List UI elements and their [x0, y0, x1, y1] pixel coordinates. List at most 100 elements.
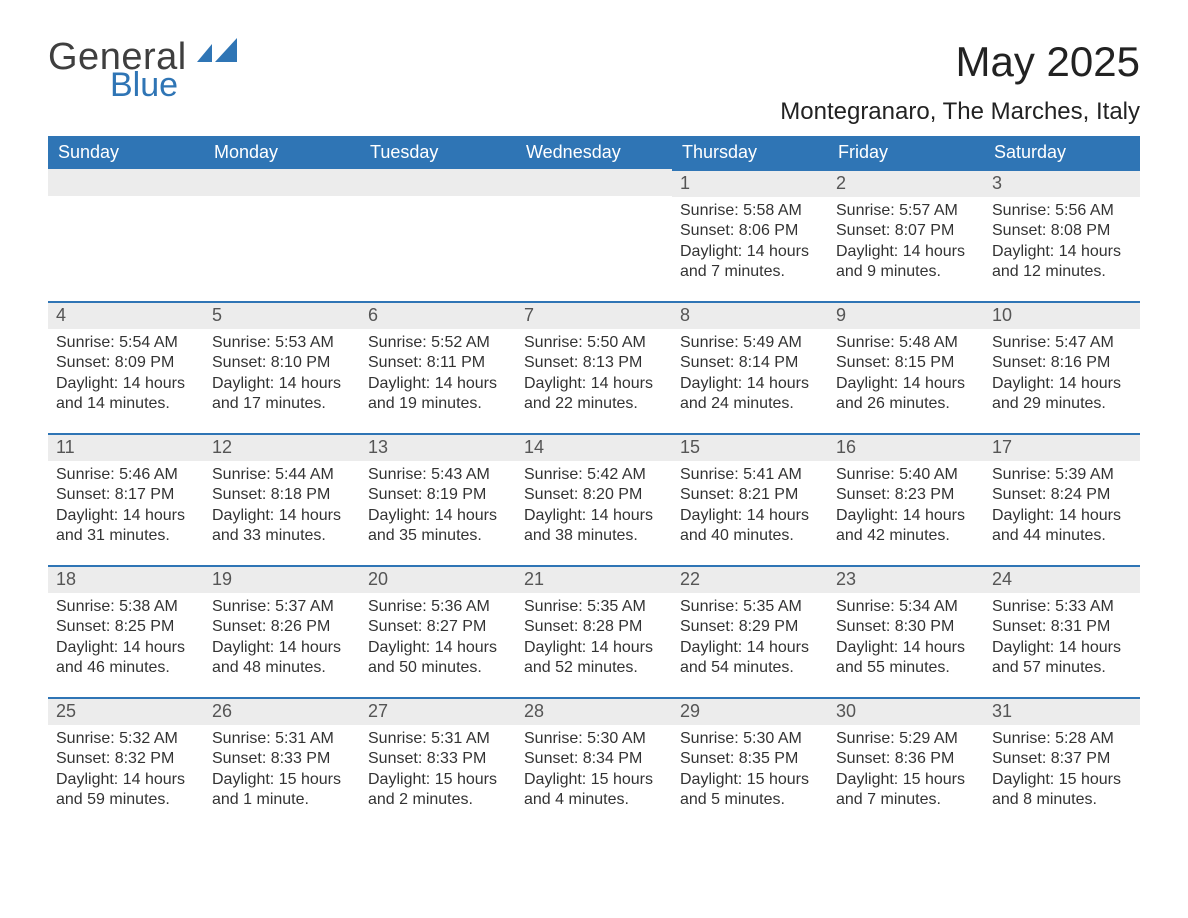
day-number: 7: [516, 301, 672, 329]
day-details: Sunrise: 5:37 AMSunset: 8:26 PMDaylight:…: [204, 593, 360, 683]
calendar-day-cell: 4 Sunrise: 5:54 AMSunset: 8:09 PMDaylight…: [48, 301, 204, 433]
daylight-text: Daylight: 14 hours and 46 minutes.: [56, 638, 196, 679]
calendar-day-cell: 1Sunrise: 5:58 AMSunset: 8:06 PMDaylight…: [672, 169, 828, 301]
sunrise-text: Sunrise: 5:38 AM: [56, 597, 196, 617]
sunset-text: Sunset: 8:21 PM: [680, 485, 820, 505]
calendar-week-row: 1Sunrise: 5:58 AMSunset: 8:06 PMDaylight…: [48, 169, 1140, 301]
day-number: 29: [672, 697, 828, 725]
sunrise-text: Sunrise: 5:33 AM: [992, 597, 1132, 617]
sunset-text: Sunset: 8:14 PM: [680, 353, 820, 373]
day-number: 20: [360, 565, 516, 593]
location-subtitle: Montegranaro, The Marches, Italy: [780, 98, 1140, 126]
calendar-day-cell: 22Sunrise: 5:35 AMSunset: 8:29 PMDayligh…: [672, 565, 828, 697]
daylight-text: Daylight: 14 hours and 44 minutes.: [992, 506, 1132, 547]
day-number: 16: [828, 433, 984, 461]
calendar-day-cell: 29Sunrise: 5:30 AMSunset: 8:35 PMDayligh…: [672, 697, 828, 829]
day-details: Sunrise: 5:38 AMSunset: 8:25 PMDaylight:…: [48, 593, 204, 683]
day-details: Sunrise: 5:57 AMSunset: 8:07 PMDaylight:…: [828, 197, 984, 287]
sunrise-text: Sunrise: 5:42 AM: [524, 465, 664, 485]
day-number: 31: [984, 697, 1140, 725]
daylight-text: Daylight: 14 hours and 26 minutes.: [836, 374, 976, 415]
sunset-text: Sunset: 8:24 PM: [992, 485, 1132, 505]
daylight-text: Daylight: 14 hours and 42 minutes.: [836, 506, 976, 547]
calendar-day-cell: 31Sunrise: 5:28 AMSunset: 8:37 PMDayligh…: [984, 697, 1140, 829]
day-details: Sunrise: 5:41 AMSunset: 8:21 PMDaylight:…: [672, 461, 828, 551]
calendar-day-cell: [204, 169, 360, 301]
calendar-day-cell: 20Sunrise: 5:36 AMSunset: 8:27 PMDayligh…: [360, 565, 516, 697]
calendar-week-row: 11Sunrise: 5:46 AMSunset: 8:17 PMDayligh…: [48, 433, 1140, 565]
day-details: Sunrise: 5:49 AMSunset: 8:14 PMDaylight:…: [672, 329, 828, 419]
sunrise-text: Sunrise: 5:32 AM: [56, 729, 196, 749]
sunset-text: Sunset: 8:17 PM: [56, 485, 196, 505]
day-number: 22: [672, 565, 828, 593]
weekday-header: Wednesday: [516, 136, 672, 169]
daylight-text: Daylight: 15 hours and 5 minutes.: [680, 770, 820, 811]
day-details: Sunrise: 5:58 AMSunset: 8:06 PMDaylight:…: [672, 197, 828, 287]
day-number: 19: [204, 565, 360, 593]
logo-sail-icon: [197, 38, 241, 68]
sunrise-text: Sunrise: 5:47 AM: [992, 333, 1132, 353]
daylight-text: Daylight: 14 hours and 38 minutes.: [524, 506, 664, 547]
day-number: 15: [672, 433, 828, 461]
sunset-text: Sunset: 8:25 PM: [56, 617, 196, 637]
daylight-text: Daylight: 14 hours and 29 minutes.: [992, 374, 1132, 415]
sunrise-text: Sunrise: 5:44 AM: [212, 465, 352, 485]
daylight-text: Daylight: 14 hours and 33 minutes.: [212, 506, 352, 547]
calendar-day-cell: [48, 169, 204, 301]
daylight-text: Daylight: 14 hours and 54 minutes.: [680, 638, 820, 679]
weekday-header: Saturday: [984, 136, 1140, 169]
daylight-text: Daylight: 14 hours and 59 minutes.: [56, 770, 196, 811]
sunrise-text: Sunrise: 5:35 AM: [524, 597, 664, 617]
day-details: Sunrise: 5:29 AMSunset: 8:36 PMDaylight:…: [828, 725, 984, 815]
day-number: 3: [984, 169, 1140, 197]
sunrise-text: Sunrise: 5:53 AM: [212, 333, 352, 353]
sunrise-text: Sunrise: 5:30 AM: [524, 729, 664, 749]
daylight-text: Daylight: 14 hours and 14 minutes.: [56, 374, 196, 415]
daylight-text: Daylight: 15 hours and 2 minutes.: [368, 770, 508, 811]
sunrise-text: Sunrise: 5:54 AM: [56, 333, 196, 353]
day-details: Sunrise: 5:50 AMSunset: 8:13 PMDaylight:…: [516, 329, 672, 419]
daylight-text: Daylight: 14 hours and 48 minutes.: [212, 638, 352, 679]
day-number: 4: [48, 301, 204, 329]
day-details: Sunrise: 5:40 AMSunset: 8:23 PMDaylight:…: [828, 461, 984, 551]
day-number: 13: [360, 433, 516, 461]
calendar-day-cell: 30Sunrise: 5:29 AMSunset: 8:36 PMDayligh…: [828, 697, 984, 829]
sunset-text: Sunset: 8:23 PM: [836, 485, 976, 505]
sunset-text: Sunset: 8:31 PM: [992, 617, 1132, 637]
sunset-text: Sunset: 8:15 PM: [836, 353, 976, 373]
calendar-day-cell: 6Sunrise: 5:52 AMSunset: 8:11 PMDaylight…: [360, 301, 516, 433]
calendar-day-cell: 13Sunrise: 5:43 AMSunset: 8:19 PMDayligh…: [360, 433, 516, 565]
empty-day-bar: [516, 169, 672, 196]
day-number: 11: [48, 433, 204, 461]
day-number: 8: [672, 301, 828, 329]
sunset-text: Sunset: 8:27 PM: [368, 617, 508, 637]
calendar-day-cell: 18Sunrise: 5:38 AMSunset: 8:25 PMDayligh…: [48, 565, 204, 697]
calendar-day-cell: 2Sunrise: 5:57 AMSunset: 8:07 PMDaylight…: [828, 169, 984, 301]
daylight-text: Daylight: 15 hours and 1 minute.: [212, 770, 352, 811]
sunrise-text: Sunrise: 5:31 AM: [212, 729, 352, 749]
sunset-text: Sunset: 8:10 PM: [212, 353, 352, 373]
sunset-text: Sunset: 8:07 PM: [836, 221, 976, 241]
daylight-text: Daylight: 14 hours and 35 minutes.: [368, 506, 508, 547]
calendar-day-cell: 10Sunrise: 5:47 AMSunset: 8:16 PMDayligh…: [984, 301, 1140, 433]
sunrise-text: Sunrise: 5:56 AM: [992, 201, 1132, 221]
day-number: 28: [516, 697, 672, 725]
header: General Blue May 2025 Montegranaro, The …: [48, 38, 1140, 126]
day-number: 27: [360, 697, 516, 725]
calendar-day-cell: 3Sunrise: 5:56 AMSunset: 8:08 PMDaylight…: [984, 169, 1140, 301]
daylight-text: Daylight: 14 hours and 40 minutes.: [680, 506, 820, 547]
sunset-text: Sunset: 8:09 PM: [56, 353, 196, 373]
calendar-day-cell: 23Sunrise: 5:34 AMSunset: 8:30 PMDayligh…: [828, 565, 984, 697]
day-number: 21: [516, 565, 672, 593]
day-number: 12: [204, 433, 360, 461]
daylight-text: Daylight: 14 hours and 24 minutes.: [680, 374, 820, 415]
empty-day-bar: [360, 169, 516, 196]
day-details: Sunrise: 5:56 AMSunset: 8:08 PMDaylight:…: [984, 197, 1140, 287]
day-details: Sunrise: 5:44 AMSunset: 8:18 PMDaylight:…: [204, 461, 360, 551]
day-number: 24: [984, 565, 1140, 593]
calendar-day-cell: 17Sunrise: 5:39 AMSunset: 8:24 PMDayligh…: [984, 433, 1140, 565]
sunrise-text: Sunrise: 5:39 AM: [992, 465, 1132, 485]
sunset-text: Sunset: 8:16 PM: [992, 353, 1132, 373]
page-title: May 2025: [780, 38, 1140, 86]
sunrise-text: Sunrise: 5:30 AM: [680, 729, 820, 749]
